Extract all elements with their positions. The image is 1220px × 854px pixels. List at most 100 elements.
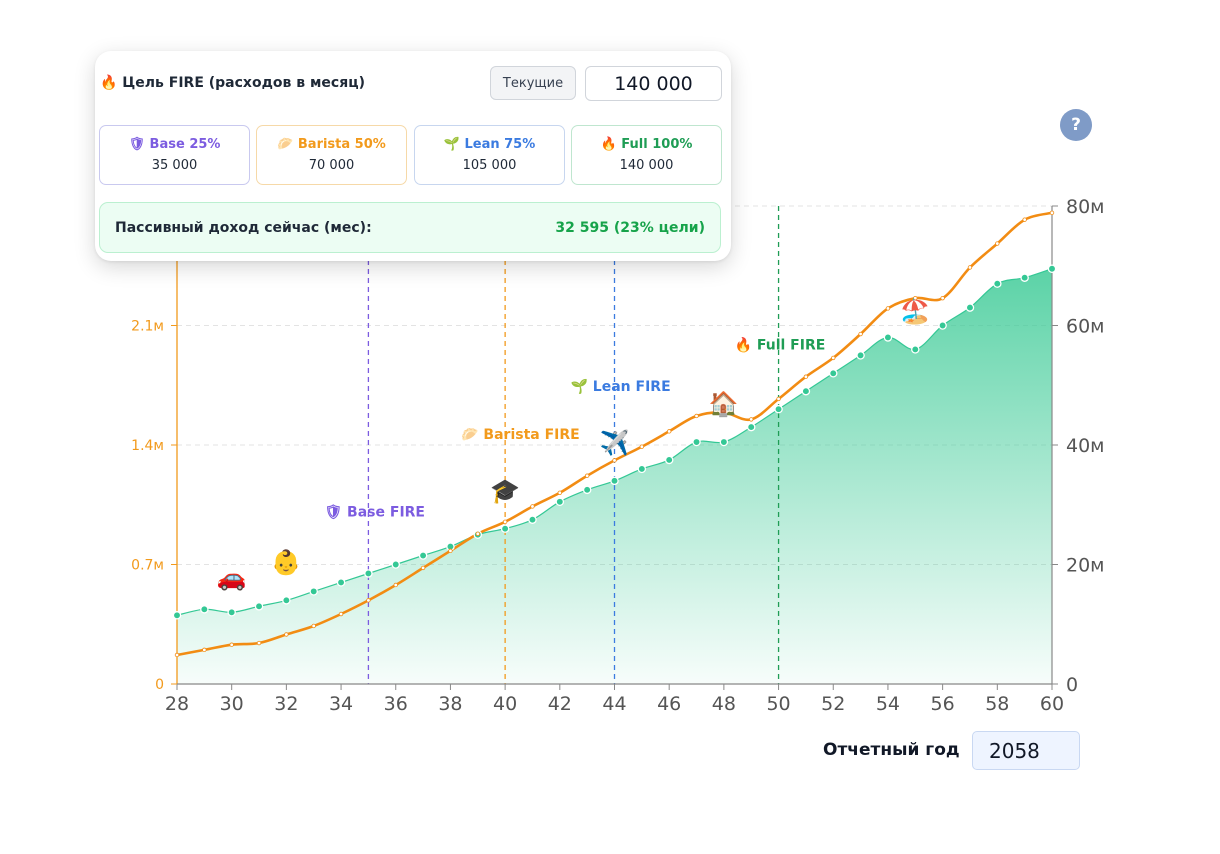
income-point [475,531,480,536]
y-left-tick-label: 1.4м [131,438,164,454]
y-left-tick-label: 2.1м [131,319,164,335]
help-button[interactable]: ? [1060,109,1092,141]
fire-milestone-label: 🔥 Full FIRE [735,336,826,353]
passive-income-value: 32 595 (23% цели) [555,220,705,236]
income-point [420,565,426,571]
y-left-tick-label: 0 [155,677,164,693]
y-right-tick-label: 0 [1066,674,1078,696]
income-point [584,473,590,478]
income-point [913,295,918,301]
y-right-tick-label: 40м [1066,435,1105,457]
passive-income-label: Пассивный доход сейчас (мес): [115,220,372,236]
portfolio-point [1020,273,1029,282]
x-tick-label: 54 [876,693,900,715]
x-tick-label: 48 [712,693,736,715]
income-point [229,642,234,647]
portfolio-point [1047,264,1057,273]
fire-milestone-label: 🥟 Barista FIRE [461,427,580,443]
portfolio-point [254,602,264,611]
income-point [612,458,617,463]
level-card-full[interactable]: 🔥 Full 100% 140 000 [571,125,722,185]
portfolio-point [528,515,537,524]
fire-milestone-label: 🌱 Lean FIRE [571,378,671,395]
portfolio-point [610,476,619,486]
x-tick-label: 30 [220,693,244,715]
income-point [502,519,508,525]
portfolio-point [774,404,783,414]
passive-income-bar: Пассивный доход сейчас (мес): 32 595 (23… [99,202,721,253]
income-point [831,355,836,361]
portfolio-point [719,437,729,447]
x-tick-label: 28 [165,693,189,715]
income-point [557,490,563,495]
y-right-tick-label: 20м [1066,555,1105,577]
x-tick-label: 40 [493,693,517,715]
portfolio-point [200,605,209,614]
income-point [530,504,535,509]
portfolio-point [582,485,592,495]
x-tick-label: 44 [602,693,626,715]
level-card-lean[interactable]: 🌱 Lean 75% 105 000 [414,125,565,185]
y-right-tick-label: 60м [1066,316,1105,338]
goal-expenses-input[interactable]: 140 000 [585,66,722,101]
portfolio-point [172,611,182,620]
x-tick-label: 58 [985,693,1009,715]
income-point [803,374,809,379]
x-tick-label: 50 [766,693,790,715]
portfolio-point [418,551,428,560]
level-value: 140 000 [619,158,674,173]
income-point [202,647,207,653]
income-point [366,598,371,603]
level-label: 🛡 Base 25% [128,137,221,152]
x-tick-label: 46 [657,693,681,715]
income-point [284,632,289,637]
level-card-base[interactable]: 🛡 Base 25% 35 000 [99,125,250,185]
y-right-tick-label: 80м [1066,196,1105,218]
portfolio-point [227,608,236,617]
income-point [995,241,1000,246]
income-point [1022,217,1027,222]
income-point [721,410,727,415]
level-card-barista[interactable]: 🥟 Barista 50% 70 000 [256,125,407,185]
portfolio-point [911,345,920,354]
y-left-tick-label: 0.7м [131,558,164,574]
x-tick-label: 38 [438,693,462,715]
income-point [256,640,262,646]
income-point [448,548,453,554]
life-event-icon: 🎓 [490,477,520,505]
portfolio-point [883,333,893,342]
report-year-input[interactable]: 2058 [972,731,1080,770]
portfolio-point [938,321,947,330]
x-tick-label: 34 [329,693,353,715]
income-point [666,429,672,434]
portfolio-point [282,596,291,605]
report-year-label: Отчетный год [823,740,960,760]
portfolio-point [746,422,756,432]
income-point [311,623,316,629]
level-label: 🔥 Full 100% [600,137,693,152]
fire-milestone-label: 🛡 Base FIRE [324,504,425,521]
income-point [694,413,699,419]
portfolio-area [177,268,1052,684]
income-point [174,652,180,658]
income-point [749,417,754,422]
portfolio-point [364,569,373,578]
life-event-icon: 🚗 [217,563,247,591]
portfolio-point [801,386,811,396]
level-value: 70 000 [308,158,355,173]
fire-goal-panel: 🔥 Цель FIRE (расходов в месяц) Текущие 1… [95,51,731,261]
level-value: 105 000 [462,158,517,173]
income-point [885,306,891,311]
life-event-icon: 🏠 [709,390,739,418]
portfolio-point [829,369,838,378]
life-event-icon: 🏖️ [900,298,930,326]
portfolio-point [500,524,510,533]
portfolio-point [309,587,318,596]
portfolio-point [555,497,565,507]
current-expenses-button[interactable]: Текущие [490,66,576,100]
portfolio-point [692,437,701,447]
goal-title: 🔥 Цель FIRE (расходов в месяц) [100,75,365,91]
portfolio-point [336,578,346,587]
portfolio-point [965,303,975,312]
